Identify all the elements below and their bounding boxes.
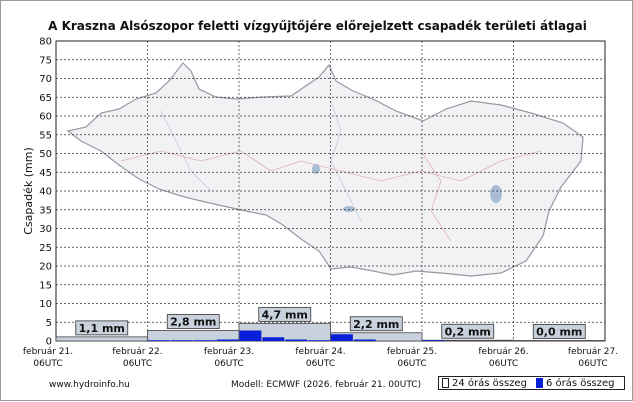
y-tick-label: 80 [39,37,52,48]
y-axis-label: Csapadék (mm) [22,147,35,235]
y-tick-label: 75 [39,55,52,66]
y-tick-label: 40 [39,187,52,198]
y-axis: 0 5 10 15 20 25 30 35 40 45 50 55 60 65 70 75 80 [39,37,52,348]
x-tick-date: február 25. [387,347,437,357]
daily-bar [55,336,148,342]
daily-label: 0,0 mm [536,326,582,339]
daily-label: 2,2 mm [353,318,399,331]
six-hour-bar [193,340,216,341]
six-hour-bar [353,339,376,341]
six-hour-bars [148,330,445,341]
y-tick-label: 65 [39,93,52,104]
y-tick-label: 30 [39,224,52,235]
y-tick-label: 25 [39,243,52,254]
daily-bar [147,330,240,342]
daily-label: 4,7 mm [262,308,308,321]
six-hour-bar [422,340,445,341]
six-hour-bar [148,340,170,341]
x-tick-date: február 23. [204,347,254,357]
y-tick-label: 10 [39,299,52,310]
y-tick-label: 55 [39,130,52,141]
six-hour-bar [170,340,193,341]
daily-label-box [258,306,312,322]
daily-label-box [75,320,129,336]
x-tick-time: 06UTC [123,359,152,369]
y-tick-label: 50 [39,149,52,160]
map-watermark [66,62,584,277]
daily-bar [513,340,606,342]
legend-swatch-24h [442,378,449,388]
x-tick-date: február 27. [568,347,618,357]
legend-swatch-6h [535,378,543,388]
six-hour-bar [239,330,262,341]
site-link[interactable]: www.hydroinfo.hu [49,380,130,390]
six-hour-bar [308,340,330,341]
x-tick-time: 06UTC [489,359,518,369]
x-tick-time: 06UTC [214,359,243,369]
y-tick-label: 5 [46,318,52,329]
y-tick-label: 20 [39,262,52,273]
x-tick-date: február 24. [295,347,345,357]
y-tick-label: 15 [39,280,52,291]
x-axis: február 21. 06UTC február 22. 06UTC február … [23,347,618,369]
daily-labels: 1,1 mm 2,8 mm 4,7 mm 2,2 mm 0,2 mm 0,0 mm [75,306,586,339]
y-tick-label: 45 [39,168,52,179]
x-tick-date: február 21. [23,347,73,357]
x-tick-time: 06UTC [397,359,426,369]
legend-label-24h: 24 órás összeg [452,377,527,389]
model-info: Modell: ECMWF (2026. február 21. 00UTC) [231,380,422,390]
daily-label: 0,2 mm [445,325,491,338]
daily-bar [238,322,331,342]
daily-label: 2,8 mm [170,316,216,329]
chart-title: A Kraszna Alsószopor feletti vízgyűjtőjé… [48,19,587,33]
x-tick-date: február 22. [112,347,162,357]
x-tick-time: 06UTC [306,359,335,369]
daily-label-box [166,314,220,329]
daily-bars [55,322,606,342]
daily-label-box [441,323,495,339]
x-tick-time: 06UTC [578,359,607,369]
daily-label: 1,1 mm [79,322,125,335]
y-tick-label: 70 [39,74,52,85]
six-hour-bar [285,339,308,341]
legend: 24 órás összeg 6 órás összeg [438,376,625,390]
x-tick-time: 06UTC [33,359,62,369]
six-hour-bar [262,337,285,341]
six-hour-bar [216,339,239,341]
y-tick-label: 60 [39,112,52,123]
x-tick-date: február 26. [478,347,528,357]
daily-bar [330,332,423,342]
y-tick-label: 0 [46,337,52,348]
six-hour-bar [331,334,353,341]
daily-label-box [532,324,586,339]
y-tick-label: 35 [39,205,52,216]
legend-label-6h: 6 órás összeg [545,377,615,389]
daily-label-box [349,316,403,332]
